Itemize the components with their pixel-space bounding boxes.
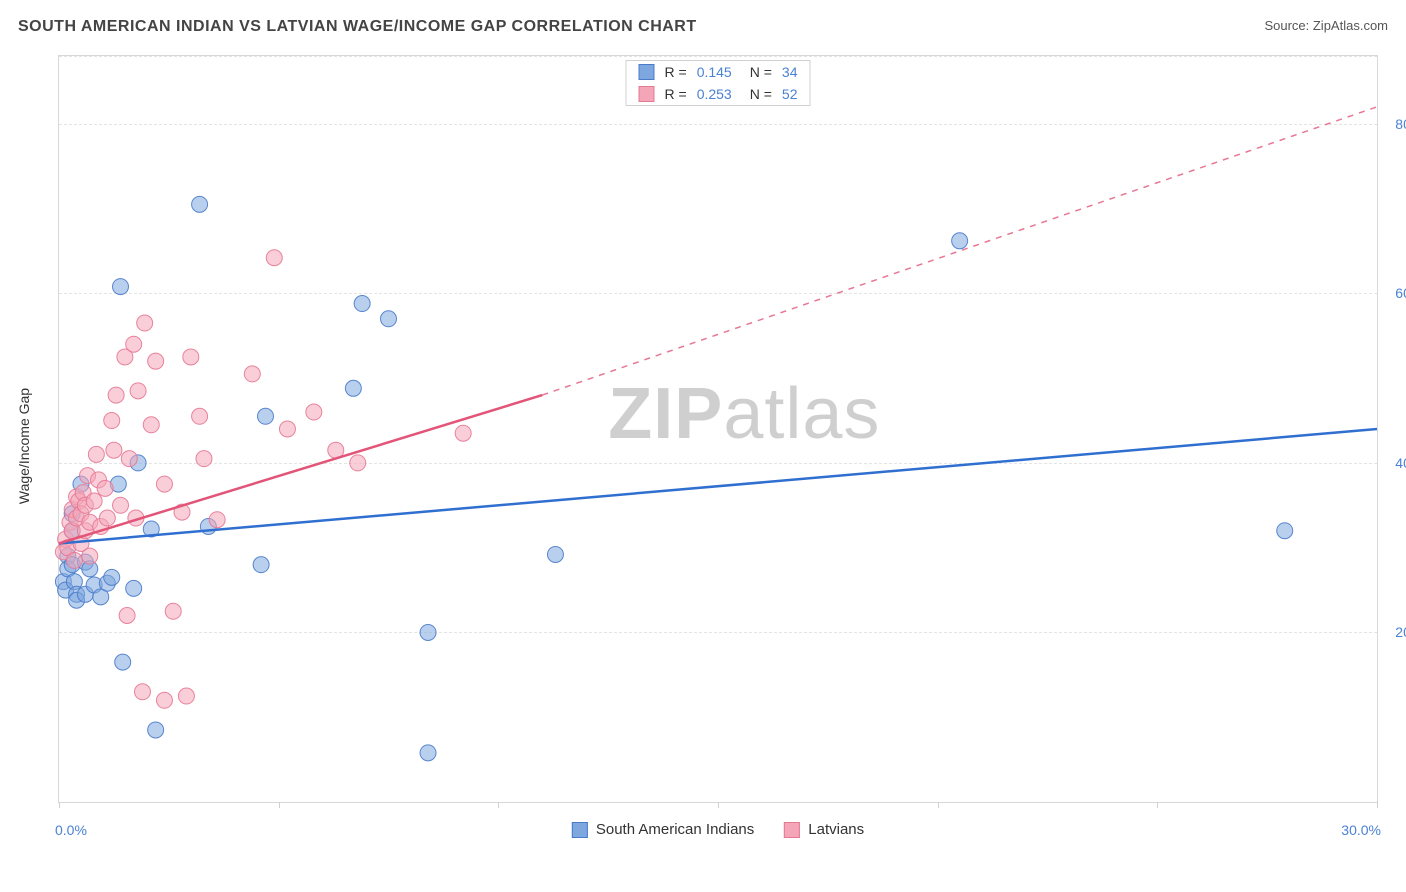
r-label: R = (665, 64, 687, 80)
data-point (547, 546, 563, 562)
data-point (306, 404, 322, 420)
data-point (183, 349, 199, 365)
data-point (99, 510, 115, 526)
xtick (718, 802, 719, 808)
data-point (143, 417, 159, 433)
r-label: R = (665, 86, 687, 102)
xtick (279, 802, 280, 808)
data-point (156, 476, 172, 492)
data-point (1277, 523, 1293, 539)
n-value-1: 52 (782, 86, 798, 102)
plot-area: ZIPatlas R = 0.145 N = 34 R = 0.253 N = … (58, 55, 1378, 803)
chart-title: SOUTH AMERICAN INDIAN VS LATVIAN WAGE/IN… (18, 18, 697, 36)
data-point (257, 408, 273, 424)
data-point (66, 552, 82, 568)
n-label: N = (750, 86, 772, 102)
data-point (104, 413, 120, 429)
trend-line-solid (59, 395, 542, 543)
xtick-label: 30.0% (1341, 822, 1381, 838)
legend-swatch-bottom-0 (572, 822, 588, 838)
source-label: Source: ZipAtlas.com (1264, 18, 1388, 33)
xtick (938, 802, 939, 808)
y-axis-label: Wage/Income Gap (16, 388, 32, 504)
data-point (455, 425, 471, 441)
trend-line-dashed (542, 107, 1377, 395)
data-point (253, 557, 269, 573)
data-point (209, 512, 225, 528)
data-point (192, 196, 208, 212)
data-point (420, 745, 436, 761)
data-point (156, 692, 172, 708)
data-point (148, 722, 164, 738)
xtick (1377, 802, 1378, 808)
data-point (350, 455, 366, 471)
data-point (345, 380, 361, 396)
data-point (130, 383, 146, 399)
trend-line-solid (59, 429, 1377, 543)
data-point (266, 250, 282, 266)
data-point (126, 580, 142, 596)
r-value-1: 0.253 (697, 86, 732, 102)
xtick-label: 0.0% (55, 822, 87, 838)
legend-label-1: Latvians (808, 821, 864, 838)
data-point (119, 608, 135, 624)
data-point (381, 311, 397, 327)
chart-header: SOUTH AMERICAN INDIAN VS LATVIAN WAGE/IN… (18, 18, 1388, 36)
n-label: N = (750, 64, 772, 80)
data-point (126, 336, 142, 352)
correlation-legend: R = 0.145 N = 34 R = 0.253 N = 52 (626, 60, 811, 106)
data-point (134, 684, 150, 700)
data-point (354, 296, 370, 312)
legend-row-0: R = 0.145 N = 34 (627, 61, 810, 83)
data-point (244, 366, 260, 382)
n-value-0: 34 (782, 64, 798, 80)
data-point (113, 279, 129, 295)
xtick (59, 802, 60, 808)
legend-swatch-0 (639, 64, 655, 80)
data-point (148, 353, 164, 369)
xtick (498, 802, 499, 808)
data-point (115, 654, 131, 670)
ytick-label: 40.0% (1383, 455, 1406, 471)
legend-swatch-bottom-1 (784, 822, 800, 838)
data-point (97, 480, 113, 496)
legend-label-0: South American Indians (596, 821, 754, 838)
ytick-label: 80.0% (1383, 116, 1406, 132)
plot-svg (59, 56, 1377, 802)
xtick (1157, 802, 1158, 808)
data-point (196, 451, 212, 467)
data-point (82, 548, 98, 564)
data-point (121, 451, 137, 467)
ytick-label: 60.0% (1383, 285, 1406, 301)
data-point (88, 446, 104, 462)
legend-swatch-1 (639, 86, 655, 102)
data-point (279, 421, 295, 437)
legend-row-1: R = 0.253 N = 52 (627, 83, 810, 105)
data-point (108, 387, 124, 403)
data-point (165, 603, 181, 619)
ytick-label: 20.0% (1383, 624, 1406, 640)
r-value-0: 0.145 (697, 64, 732, 80)
series-legend: South American Indians Latvians (572, 821, 864, 838)
data-point (137, 315, 153, 331)
data-point (178, 688, 194, 704)
legend-item-1: Latvians (784, 821, 864, 838)
data-point (952, 233, 968, 249)
legend-item-0: South American Indians (572, 821, 754, 838)
data-point (420, 624, 436, 640)
data-point (104, 569, 120, 585)
data-point (192, 408, 208, 424)
data-point (106, 442, 122, 458)
data-point (113, 497, 129, 513)
data-point (86, 493, 102, 509)
